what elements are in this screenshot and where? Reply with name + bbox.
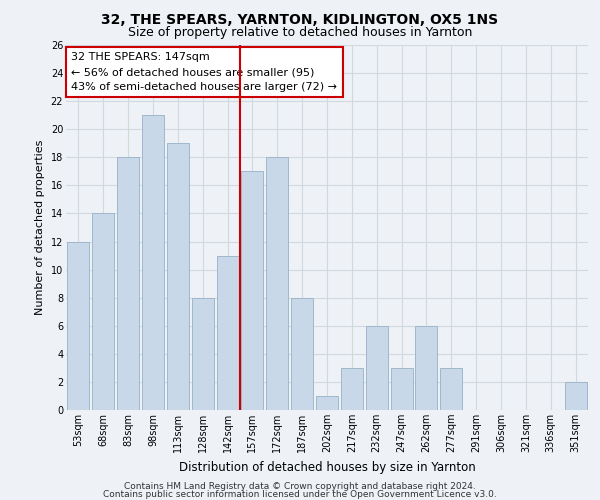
Bar <box>291 298 313 410</box>
Bar <box>117 158 139 410</box>
X-axis label: Distribution of detached houses by size in Yarnton: Distribution of detached houses by size … <box>179 460 475 473</box>
Text: Contains public sector information licensed under the Open Government Licence v3: Contains public sector information licen… <box>103 490 497 499</box>
Text: 32 THE SPEARS: 147sqm
← 56% of detached houses are smaller (95)
43% of semi-deta: 32 THE SPEARS: 147sqm ← 56% of detached … <box>71 52 337 92</box>
Text: 32, THE SPEARS, YARNTON, KIDLINGTON, OX5 1NS: 32, THE SPEARS, YARNTON, KIDLINGTON, OX5… <box>101 12 499 26</box>
Bar <box>391 368 413 410</box>
Bar <box>241 172 263 410</box>
Y-axis label: Number of detached properties: Number of detached properties <box>35 140 45 315</box>
Bar <box>192 298 214 410</box>
Bar <box>415 326 437 410</box>
Bar <box>366 326 388 410</box>
Bar <box>142 115 164 410</box>
Bar <box>316 396 338 410</box>
Bar <box>341 368 363 410</box>
Bar <box>440 368 462 410</box>
Bar <box>565 382 587 410</box>
Text: Contains HM Land Registry data © Crown copyright and database right 2024.: Contains HM Land Registry data © Crown c… <box>124 482 476 491</box>
Bar <box>266 158 288 410</box>
Bar <box>167 144 189 410</box>
Text: Size of property relative to detached houses in Yarnton: Size of property relative to detached ho… <box>128 26 472 39</box>
Bar <box>67 242 89 410</box>
Bar <box>217 256 239 410</box>
Bar <box>92 214 114 410</box>
